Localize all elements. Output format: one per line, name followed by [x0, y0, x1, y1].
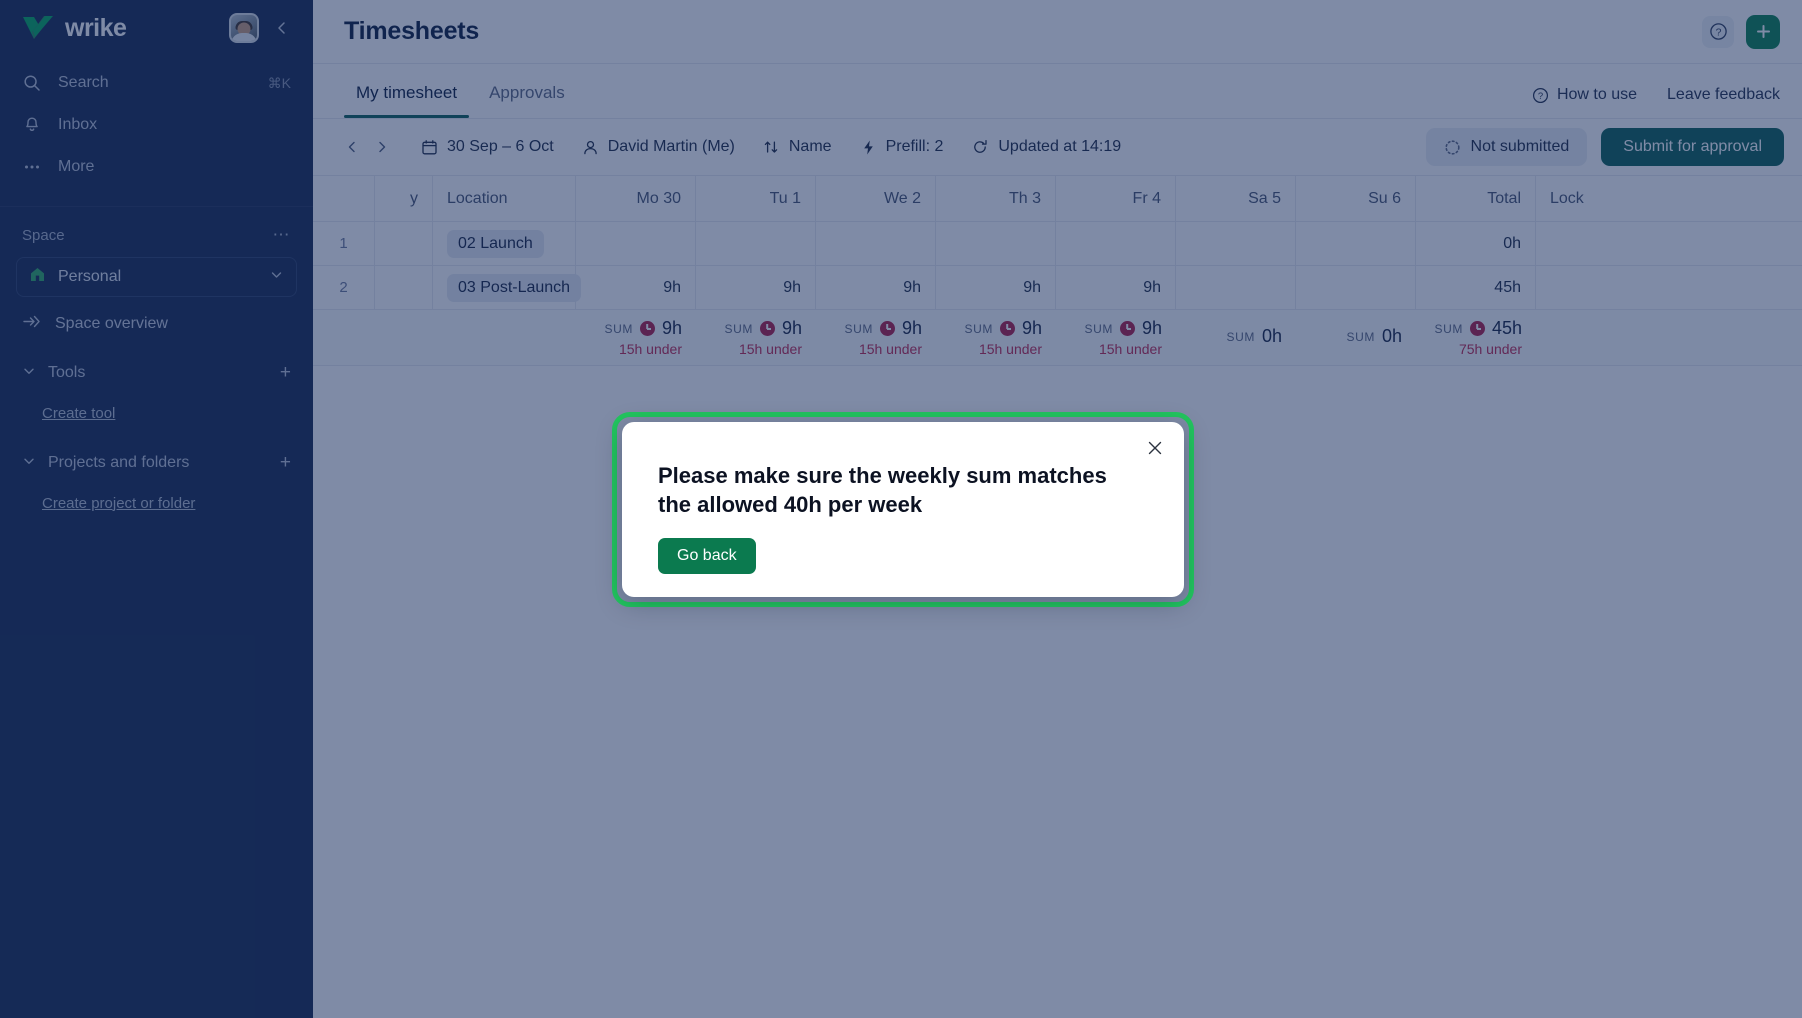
warning-modal: Please make sure the weekly sum matches … [622, 422, 1184, 597]
go-back-button[interactable]: Go back [658, 538, 756, 574]
close-icon [1148, 441, 1162, 455]
modal-highlight-ring: Please make sure the weekly sum matches … [612, 412, 1194, 607]
close-button[interactable] [1143, 436, 1167, 460]
modal-title: Please make sure the weekly sum matches … [658, 463, 1107, 517]
